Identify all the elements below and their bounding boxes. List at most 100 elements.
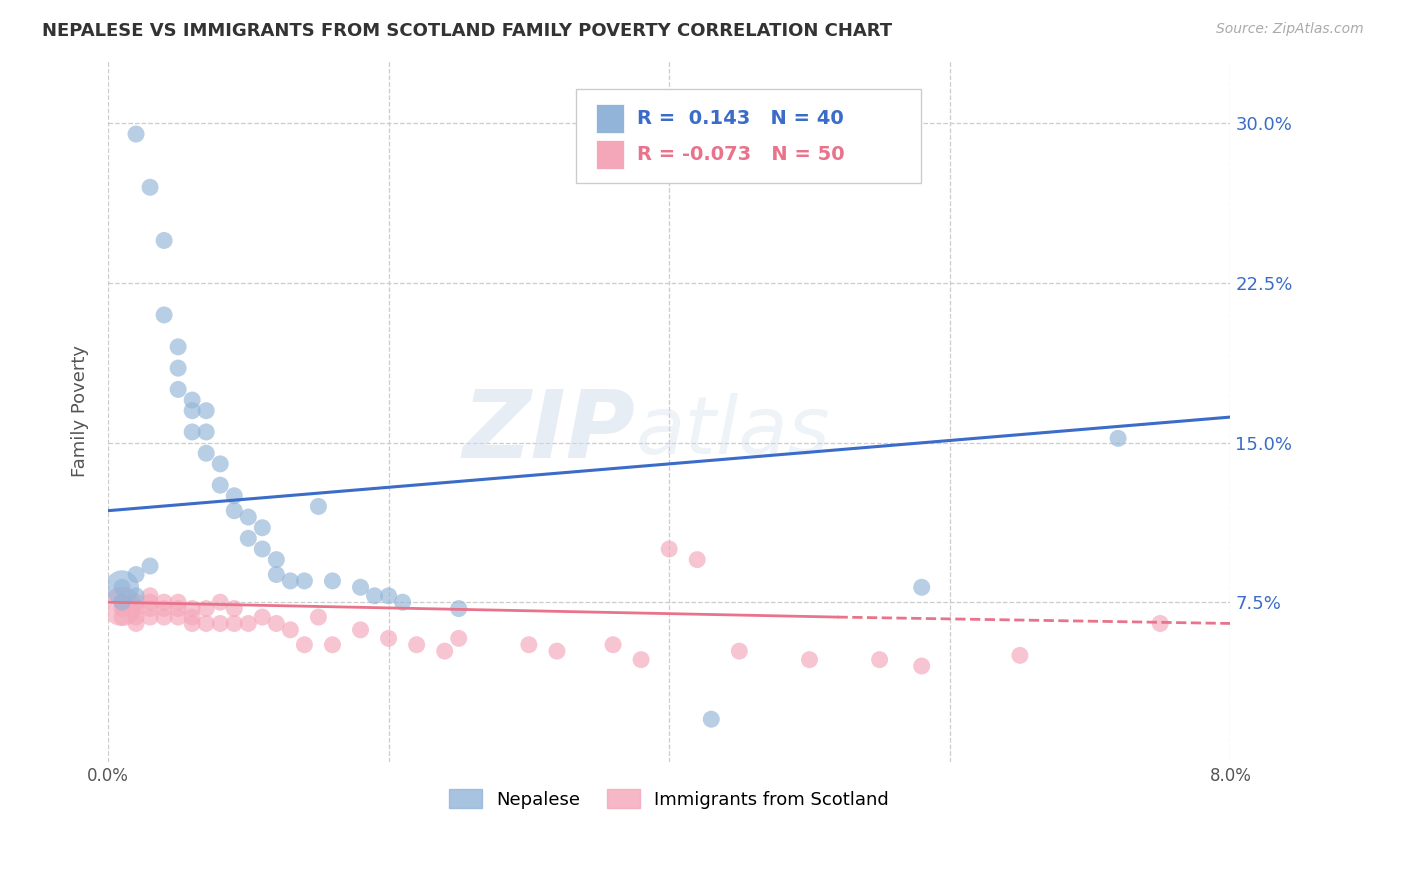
Point [869, 653, 891, 667]
Point [209, 616, 232, 631]
Point [181, 601, 204, 615]
Point [167, 383, 190, 397]
Point [238, 510, 260, 524]
Point [252, 521, 274, 535]
Text: ZIP: ZIP [463, 385, 636, 478]
Point [294, 574, 316, 588]
Point [125, 601, 148, 615]
Point [153, 595, 176, 609]
Text: NEPALESE VS IMMIGRANTS FROM SCOTLAND FAMILY POVERTY CORRELATION CHART: NEPALESE VS IMMIGRANTS FROM SCOTLAND FAM… [42, 22, 893, 40]
Point [238, 532, 260, 546]
Point [181, 610, 204, 624]
Point [111, 595, 134, 609]
Text: atlas: atlas [636, 392, 831, 471]
Point [209, 457, 232, 471]
Point [139, 559, 162, 574]
Point [602, 638, 624, 652]
Point [111, 601, 134, 615]
Text: R =  0.143   N = 40: R = 0.143 N = 40 [637, 109, 844, 128]
Point [195, 425, 218, 439]
Point [167, 595, 190, 609]
Point [799, 653, 821, 667]
Point [167, 601, 190, 615]
Point [447, 601, 470, 615]
Point [125, 616, 148, 631]
Point [111, 599, 134, 614]
Point [111, 595, 134, 609]
Point [224, 601, 246, 615]
Point [224, 616, 246, 631]
Point [280, 623, 302, 637]
Point [195, 601, 218, 615]
Point [139, 595, 162, 609]
Point [349, 623, 371, 637]
Point [686, 552, 709, 566]
Point [266, 552, 288, 566]
Point [447, 632, 470, 646]
Point [546, 644, 568, 658]
Point [307, 610, 329, 624]
Point [377, 632, 399, 646]
Point [167, 340, 190, 354]
Point [181, 392, 204, 407]
Point [658, 541, 681, 556]
Point [167, 610, 190, 624]
Point [139, 610, 162, 624]
Point [1008, 648, 1031, 663]
Point [153, 601, 176, 615]
Point [181, 403, 204, 417]
Point [433, 644, 456, 658]
Point [728, 644, 751, 658]
Point [125, 589, 148, 603]
Point [153, 234, 176, 248]
Point [125, 595, 148, 609]
Point [294, 638, 316, 652]
Point [911, 580, 934, 594]
Point [349, 580, 371, 594]
Point [266, 616, 288, 631]
Point [195, 403, 218, 417]
Point [139, 180, 162, 194]
Point [1107, 431, 1129, 445]
Point [224, 489, 246, 503]
Point [181, 616, 204, 631]
Point [209, 478, 232, 492]
Point [405, 638, 427, 652]
Point [224, 504, 246, 518]
Text: R = -0.073   N = 50: R = -0.073 N = 50 [637, 145, 845, 164]
Text: Source: ZipAtlas.com: Source: ZipAtlas.com [1216, 22, 1364, 37]
Point [700, 712, 723, 726]
Point [111, 580, 134, 594]
Point [630, 653, 652, 667]
Legend: Nepalese, Immigrants from Scotland: Nepalese, Immigrants from Scotland [441, 782, 896, 816]
Y-axis label: Family Poverty: Family Poverty [72, 344, 89, 476]
Point [153, 308, 176, 322]
Point [1149, 616, 1171, 631]
Point [181, 425, 204, 439]
Point [125, 610, 148, 624]
Point [125, 127, 148, 141]
Point [252, 541, 274, 556]
Point [195, 446, 218, 460]
Point [139, 601, 162, 615]
Point [252, 610, 274, 624]
Point [391, 595, 413, 609]
Point [209, 595, 232, 609]
Point [911, 659, 934, 673]
Point [517, 638, 540, 652]
Point [307, 500, 329, 514]
Point [111, 610, 134, 624]
Point [363, 589, 385, 603]
Point [139, 589, 162, 603]
Point [195, 616, 218, 631]
Point [238, 616, 260, 631]
Point [377, 589, 399, 603]
Point [111, 580, 134, 594]
Point [321, 574, 343, 588]
Point [321, 638, 343, 652]
Point [280, 574, 302, 588]
Point [125, 567, 148, 582]
Point [153, 610, 176, 624]
Point [167, 361, 190, 376]
Point [266, 567, 288, 582]
